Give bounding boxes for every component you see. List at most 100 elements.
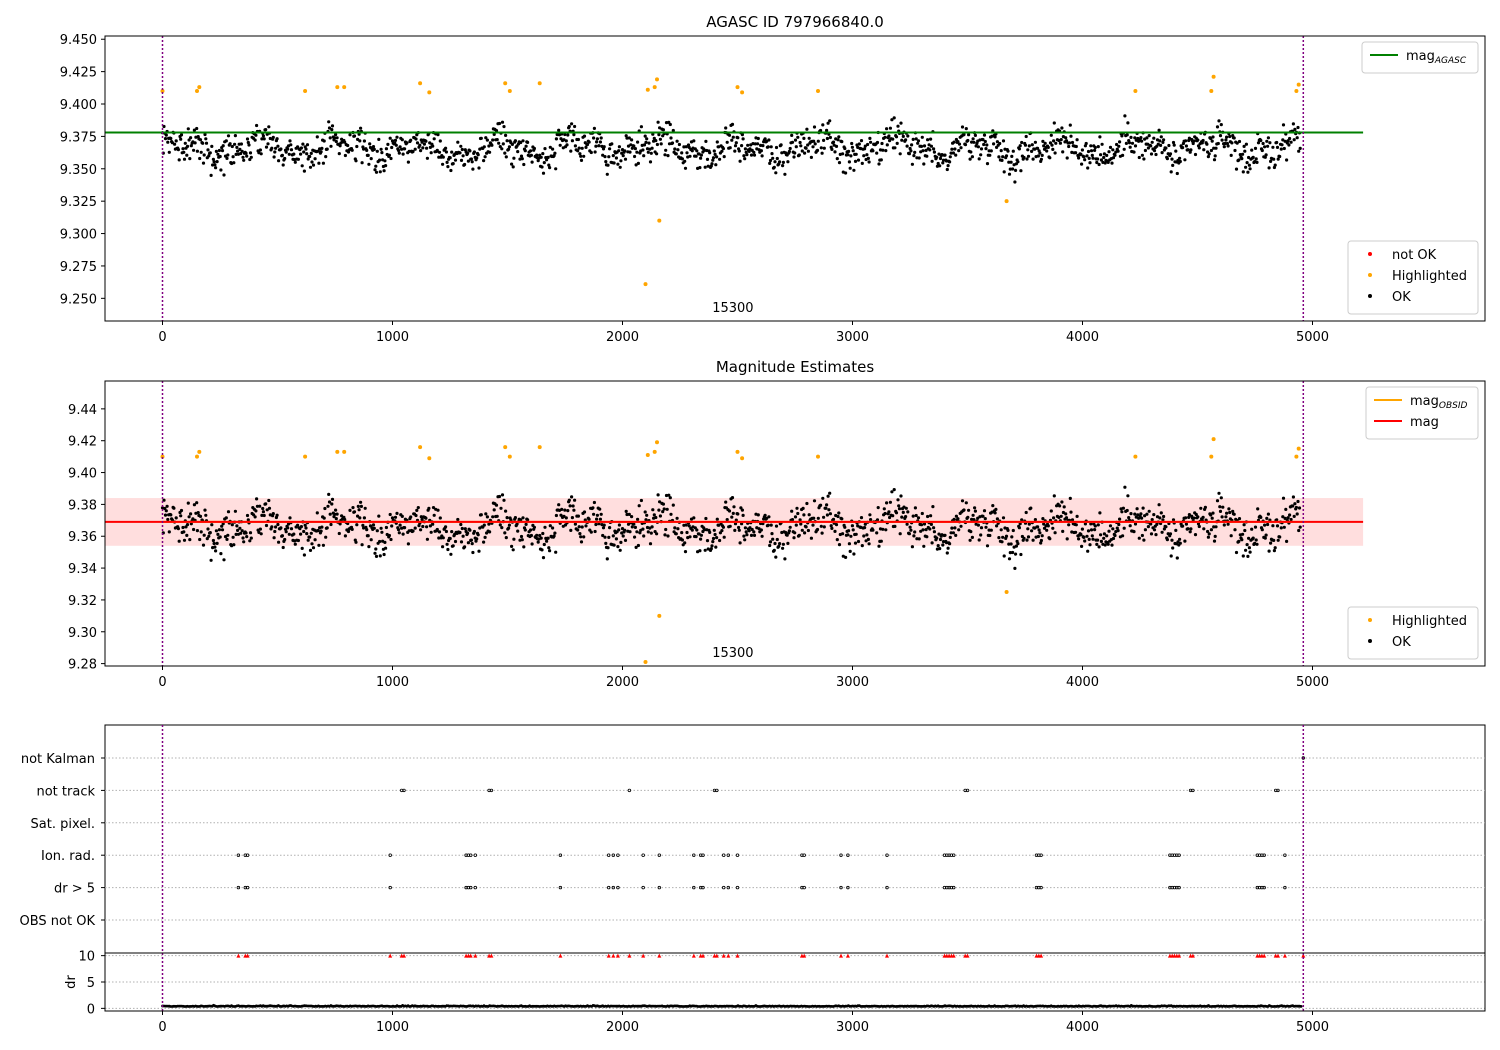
ok-point [1170, 538, 1174, 542]
ok-point [302, 553, 306, 557]
ok-point [445, 160, 449, 164]
ok-point [1285, 158, 1289, 162]
ok-point [675, 516, 679, 520]
ok-point [308, 165, 313, 169]
ok-point [350, 148, 354, 152]
ok-point [816, 139, 820, 143]
ok-point [752, 153, 757, 157]
ok-point [1099, 153, 1103, 157]
ok-point [470, 160, 474, 164]
axes-frame [104, 380, 1486, 667]
ok-point [182, 150, 186, 154]
ok-point [984, 147, 988, 151]
ok-point [436, 133, 440, 137]
ok-point [218, 154, 222, 159]
ok-point [605, 172, 609, 176]
ok-point [510, 142, 514, 146]
ok-point [546, 536, 550, 540]
ok-point [435, 148, 439, 152]
ok-point [1086, 529, 1091, 533]
ok-point [957, 528, 961, 532]
ok-point [273, 150, 277, 154]
ok-point [999, 528, 1003, 532]
ok-point [618, 548, 622, 552]
ok-point [1255, 542, 1259, 546]
ok-point [1246, 170, 1250, 174]
ok-point [1278, 154, 1282, 159]
ok-point [1074, 530, 1078, 534]
ok-point [804, 146, 808, 150]
ok-point [1069, 510, 1073, 514]
ok-point [441, 162, 445, 166]
ok-point [714, 163, 718, 167]
ok-point [915, 537, 919, 541]
ok-point [413, 526, 417, 530]
ok-point [989, 528, 993, 532]
ok-point [768, 540, 773, 544]
ok-point [1218, 134, 1223, 138]
ok-point [948, 535, 952, 540]
ok-point [572, 133, 576, 137]
ok-point [567, 498, 571, 502]
ok-point [546, 155, 550, 159]
ok-point [1093, 524, 1097, 528]
highlighted-point [537, 445, 542, 450]
flag-event [701, 853, 705, 857]
ok-point [720, 149, 724, 153]
ok-point [1240, 538, 1244, 542]
y-tick-label: 9.42 [68, 435, 97, 450]
highlighted-point [303, 454, 308, 459]
ok-point [390, 145, 394, 150]
ok-point [579, 158, 584, 162]
ok-point [532, 525, 537, 529]
ok-point [300, 546, 304, 551]
ok-point [949, 151, 953, 155]
ok-point [851, 149, 855, 153]
ok-point [415, 141, 420, 145]
ok-point [656, 120, 660, 124]
ok-point [576, 514, 581, 518]
ok-point [619, 159, 623, 163]
ok-point [214, 549, 218, 553]
ok-point [983, 517, 987, 521]
ok-point [226, 533, 230, 537]
ok-point [1030, 149, 1034, 153]
ok-point [1106, 160, 1110, 164]
ok-point [1215, 499, 1220, 503]
ok-point [893, 146, 897, 150]
ok-point [804, 525, 808, 529]
ok-point [288, 139, 292, 143]
ok-point [1276, 157, 1280, 161]
ok-point [450, 530, 454, 534]
ok-point [1125, 133, 1129, 137]
ok-point [769, 523, 773, 527]
ok-point [536, 540, 540, 544]
ok-point [869, 140, 873, 144]
ok-point [231, 535, 235, 539]
ok-point [1147, 134, 1151, 138]
ok-point [901, 134, 905, 138]
ok-point [641, 148, 645, 152]
ok-point [1113, 533, 1117, 538]
ok-point [1280, 143, 1284, 147]
ok-point [865, 533, 869, 537]
ok-point [1256, 507, 1260, 511]
ok-point [945, 167, 949, 172]
ok-point [1241, 152, 1245, 156]
highlighted-point [1211, 437, 1216, 442]
ok-point [271, 511, 275, 516]
ok-point [579, 535, 583, 539]
ok-point [646, 150, 650, 154]
ok-point [966, 138, 970, 143]
ok-points [160, 114, 1302, 184]
ok-point [272, 536, 276, 540]
ok-point [1025, 538, 1029, 542]
ok-point [205, 537, 209, 541]
dr-clip-marker [845, 953, 850, 958]
ok-point [605, 557, 609, 561]
x-tick-label: 4000 [1066, 675, 1099, 690]
ok-point [658, 514, 663, 518]
ok-point [598, 507, 602, 511]
ok-point [850, 524, 855, 528]
ok-point [628, 150, 632, 154]
